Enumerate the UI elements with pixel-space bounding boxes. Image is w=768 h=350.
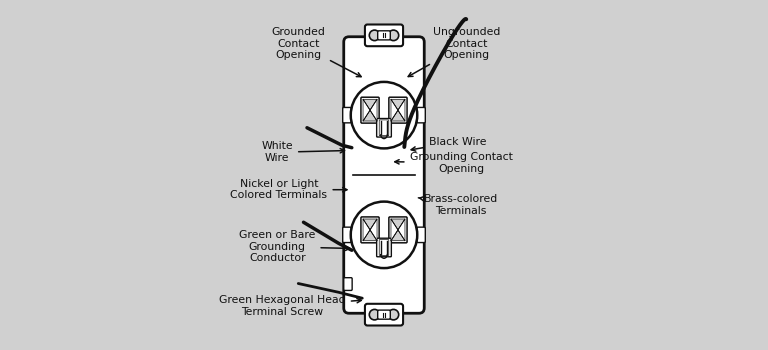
FancyBboxPatch shape xyxy=(365,304,403,326)
Circle shape xyxy=(388,30,399,41)
FancyBboxPatch shape xyxy=(376,238,392,257)
Polygon shape xyxy=(398,219,405,241)
FancyBboxPatch shape xyxy=(389,217,407,243)
Polygon shape xyxy=(398,99,405,121)
Polygon shape xyxy=(370,219,377,241)
Circle shape xyxy=(351,82,417,148)
Polygon shape xyxy=(391,219,398,241)
FancyBboxPatch shape xyxy=(365,25,403,46)
FancyBboxPatch shape xyxy=(389,97,407,123)
Polygon shape xyxy=(363,99,377,110)
Text: White
Wire: White Wire xyxy=(261,141,345,163)
Circle shape xyxy=(388,309,399,320)
FancyBboxPatch shape xyxy=(344,278,353,290)
Text: Grounded
Contact
Opening: Grounded Contact Opening xyxy=(271,27,361,77)
Polygon shape xyxy=(370,99,377,121)
Circle shape xyxy=(351,202,417,268)
Text: Green Hexagonal Head
Terminal Screw: Green Hexagonal Head Terminal Screw xyxy=(219,295,361,317)
Polygon shape xyxy=(363,110,377,121)
FancyBboxPatch shape xyxy=(343,107,351,123)
FancyBboxPatch shape xyxy=(417,227,425,243)
Polygon shape xyxy=(391,230,405,241)
Polygon shape xyxy=(391,110,405,121)
Text: Nickel or Light
Colored Terminals: Nickel or Light Colored Terminals xyxy=(230,179,347,201)
Circle shape xyxy=(369,30,380,41)
Polygon shape xyxy=(391,99,398,121)
FancyBboxPatch shape xyxy=(361,217,379,243)
FancyBboxPatch shape xyxy=(361,97,379,123)
FancyBboxPatch shape xyxy=(344,37,424,313)
FancyBboxPatch shape xyxy=(376,119,392,137)
Polygon shape xyxy=(363,99,370,121)
FancyBboxPatch shape xyxy=(343,227,351,243)
Text: Green or Bare
Grounding
Conductor: Green or Bare Grounding Conductor xyxy=(239,230,349,263)
Text: Brass-colored
Terminals: Brass-colored Terminals xyxy=(419,194,498,216)
Polygon shape xyxy=(391,219,405,230)
FancyBboxPatch shape xyxy=(378,31,390,40)
Text: Black Wire: Black Wire xyxy=(411,137,486,151)
Text: Ungrounded
Contact
Opening: Ungrounded Contact Opening xyxy=(409,27,500,77)
Polygon shape xyxy=(363,219,377,230)
Circle shape xyxy=(369,309,380,320)
Text: Grounding Contact
Opening: Grounding Contact Opening xyxy=(395,152,512,174)
Polygon shape xyxy=(391,99,405,110)
FancyBboxPatch shape xyxy=(378,310,390,319)
Polygon shape xyxy=(363,230,377,241)
FancyBboxPatch shape xyxy=(417,107,425,123)
Polygon shape xyxy=(363,219,370,241)
